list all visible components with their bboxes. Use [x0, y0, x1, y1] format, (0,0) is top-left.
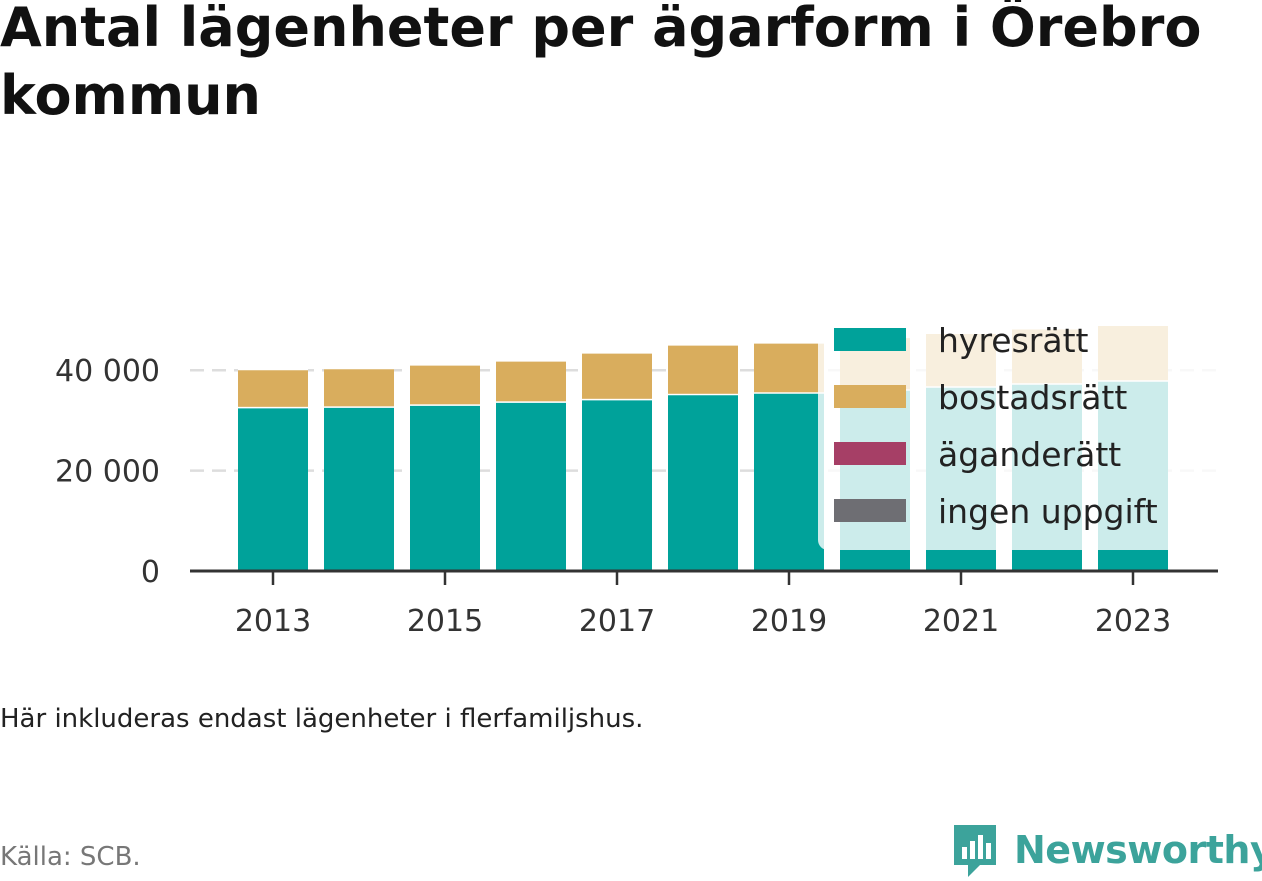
bar-segment: [410, 404, 480, 571]
bar-segment: [582, 352, 652, 399]
y-tick-label: 0: [141, 555, 160, 590]
x-tick-label: 2021: [923, 604, 999, 639]
newsworthy-logo-icon: [954, 825, 996, 877]
source-text: Källa: SCB.: [0, 842, 141, 872]
bar-segment: [496, 360, 566, 402]
x-axis: [190, 569, 1218, 585]
bar-segment: [324, 406, 394, 571]
bar-segment: [496, 401, 566, 571]
legend: hyresrätt bostadsrätt äganderätt ingen uppg…: [818, 318, 1218, 550]
bar-segment: [668, 344, 738, 394]
x-tick-label: 2023: [1095, 604, 1171, 639]
stacked-bar-chart: 0 20 000 40 000 2013 2015 2017 2019 2021 2023 h…: [55, 318, 1218, 639]
y-tick-label: 40 000: [55, 354, 160, 389]
x-tick-label: 2015: [407, 604, 483, 639]
bar-segment: [238, 368, 308, 407]
x-axis-tick-labels: 2013 2015 2017 2019 2021 2023: [235, 604, 1171, 639]
legend-label: äganderätt: [938, 435, 1121, 474]
legend-background: [818, 318, 1218, 550]
legend-label: hyresrätt: [938, 321, 1089, 360]
y-axis-tick-labels: 0 20 000 40 000: [55, 354, 160, 590]
legend-label: bostadsrätt: [938, 378, 1127, 417]
bar-segment: [324, 367, 394, 407]
legend-label: ingen uppgift: [938, 492, 1158, 531]
legend-swatch: [834, 499, 906, 522]
bar-segment: [582, 398, 652, 571]
chart-title: Antal lägenheter per ägarform i Örebro k…: [0, 0, 1202, 127]
bar-segment: [754, 342, 824, 393]
x-tick-label: 2017: [579, 604, 655, 639]
chart-note: Här inkluderas endast lägenheter i flerf…: [0, 704, 644, 734]
brand-name: Newsworthy: [1014, 828, 1262, 872]
x-tick-label: 2013: [235, 604, 311, 639]
x-tick-label: 2019: [751, 604, 827, 639]
legend-swatch: [834, 328, 906, 351]
legend-swatch: [834, 442, 906, 465]
bar-segment: [754, 392, 824, 571]
legend-swatch: [834, 385, 906, 408]
newsworthy-logo[interactable]: Newsworthy: [950, 819, 1262, 881]
bar-segment: [668, 393, 738, 571]
y-tick-label: 20 000: [55, 455, 160, 490]
bar-segment: [238, 406, 308, 571]
bar-segment: [410, 364, 480, 405]
